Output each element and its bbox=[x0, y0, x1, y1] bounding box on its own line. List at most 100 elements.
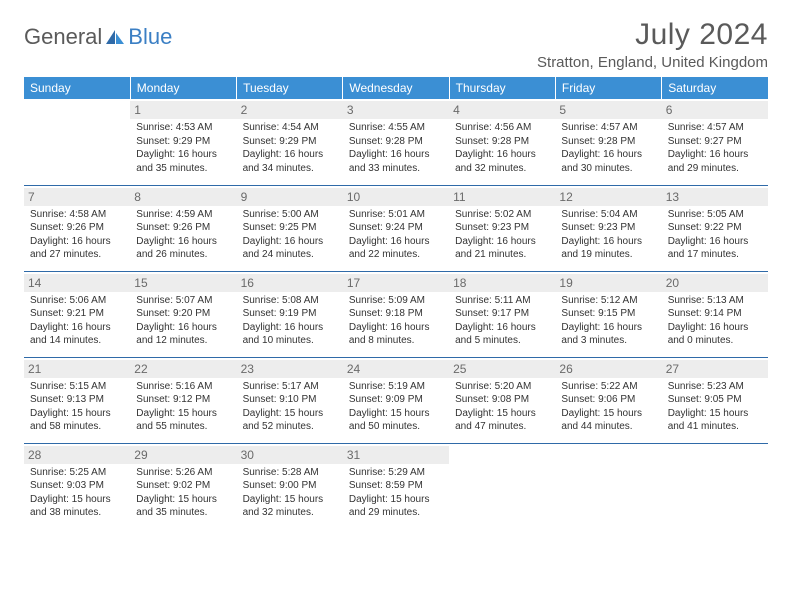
day-number: 13 bbox=[662, 188, 768, 206]
sunrise-text: Sunrise: 5:26 AM bbox=[136, 466, 230, 480]
day-details: Sunrise: 5:12 AMSunset: 9:15 PMDaylight:… bbox=[559, 294, 657, 348]
sunset-text: Sunset: 9:15 PM bbox=[561, 307, 655, 321]
sunrise-text: Sunrise: 5:16 AM bbox=[136, 380, 230, 394]
daylight-text: Daylight: 16 hours and 0 minutes. bbox=[668, 321, 762, 348]
sunset-text: Sunset: 9:05 PM bbox=[668, 393, 762, 407]
day-details: Sunrise: 4:56 AMSunset: 9:28 PMDaylight:… bbox=[453, 121, 551, 175]
day-number: 19 bbox=[555, 274, 661, 292]
location-text: Stratton, England, United Kingdom bbox=[537, 54, 768, 71]
day-number: 20 bbox=[662, 274, 768, 292]
sunset-text: Sunset: 9:02 PM bbox=[136, 479, 230, 493]
daylight-text: Daylight: 15 hours and 35 minutes. bbox=[136, 493, 230, 520]
day-details: Sunrise: 4:53 AMSunset: 9:29 PMDaylight:… bbox=[134, 121, 232, 175]
day-number: 21 bbox=[24, 360, 130, 378]
day-details: Sunrise: 5:02 AMSunset: 9:23 PMDaylight:… bbox=[453, 208, 551, 262]
day-details: Sunrise: 5:09 AMSunset: 9:18 PMDaylight:… bbox=[347, 294, 445, 348]
sunrise-text: Sunrise: 5:29 AM bbox=[349, 466, 443, 480]
sunset-text: Sunset: 9:17 PM bbox=[455, 307, 549, 321]
calendar-day: 13Sunrise: 5:05 AMSunset: 9:22 PMDayligh… bbox=[662, 185, 768, 271]
sunrise-text: Sunrise: 4:58 AM bbox=[30, 208, 124, 222]
sunset-text: Sunset: 9:08 PM bbox=[455, 393, 549, 407]
day-details: Sunrise: 4:57 AMSunset: 9:28 PMDaylight:… bbox=[559, 121, 657, 175]
sunset-text: Sunset: 9:12 PM bbox=[136, 393, 230, 407]
sunrise-text: Sunrise: 5:15 AM bbox=[30, 380, 124, 394]
calendar-day: 14Sunrise: 5:06 AMSunset: 9:21 PMDayligh… bbox=[24, 271, 130, 357]
daylight-text: Daylight: 16 hours and 10 minutes. bbox=[243, 321, 337, 348]
sunset-text: Sunset: 9:00 PM bbox=[243, 479, 337, 493]
sunrise-text: Sunrise: 5:22 AM bbox=[561, 380, 655, 394]
daylight-text: Daylight: 16 hours and 27 minutes. bbox=[30, 235, 124, 262]
day-number: 25 bbox=[449, 360, 555, 378]
day-number: 14 bbox=[24, 274, 130, 292]
daylight-text: Daylight: 16 hours and 5 minutes. bbox=[455, 321, 549, 348]
header: General Blue July 2024 Stratton, England… bbox=[24, 18, 768, 71]
sunset-text: Sunset: 9:28 PM bbox=[455, 135, 549, 149]
day-number: 12 bbox=[555, 188, 661, 206]
sunrise-text: Sunrise: 5:05 AM bbox=[668, 208, 762, 222]
day-number: 31 bbox=[343, 446, 449, 464]
day-details: Sunrise: 5:04 AMSunset: 9:23 PMDaylight:… bbox=[559, 208, 657, 262]
day-details: Sunrise: 5:25 AMSunset: 9:03 PMDaylight:… bbox=[28, 466, 126, 520]
sunrise-text: Sunrise: 5:07 AM bbox=[136, 294, 230, 308]
day-number: 5 bbox=[555, 101, 661, 119]
day-details: Sunrise: 5:07 AMSunset: 9:20 PMDaylight:… bbox=[134, 294, 232, 348]
sunset-text: Sunset: 9:09 PM bbox=[349, 393, 443, 407]
calendar-day: 2Sunrise: 4:54 AMSunset: 9:29 PMDaylight… bbox=[237, 99, 343, 185]
sunset-text: Sunset: 9:03 PM bbox=[30, 479, 124, 493]
sunset-text: Sunset: 9:28 PM bbox=[349, 135, 443, 149]
logo-sail-icon bbox=[104, 28, 126, 46]
daylight-text: Daylight: 15 hours and 55 minutes. bbox=[136, 407, 230, 434]
sunrise-text: Sunrise: 4:55 AM bbox=[349, 121, 443, 135]
sunrise-text: Sunrise: 5:00 AM bbox=[243, 208, 337, 222]
day-number: 10 bbox=[343, 188, 449, 206]
sunrise-text: Sunrise: 5:08 AM bbox=[243, 294, 337, 308]
sunset-text: Sunset: 9:19 PM bbox=[243, 307, 337, 321]
calendar-week: 7Sunrise: 4:58 AMSunset: 9:26 PMDaylight… bbox=[24, 185, 768, 271]
sunset-text: Sunset: 9:23 PM bbox=[455, 221, 549, 235]
daylight-text: Daylight: 15 hours and 52 minutes. bbox=[243, 407, 337, 434]
daylight-text: Daylight: 16 hours and 8 minutes. bbox=[349, 321, 443, 348]
sunset-text: Sunset: 9:24 PM bbox=[349, 221, 443, 235]
sunrise-text: Sunrise: 5:06 AM bbox=[30, 294, 124, 308]
calendar-day: 16Sunrise: 5:08 AMSunset: 9:19 PMDayligh… bbox=[237, 271, 343, 357]
day-details: Sunrise: 5:11 AMSunset: 9:17 PMDaylight:… bbox=[453, 294, 551, 348]
day-details: Sunrise: 5:13 AMSunset: 9:14 PMDaylight:… bbox=[666, 294, 764, 348]
day-details: Sunrise: 5:26 AMSunset: 9:02 PMDaylight:… bbox=[134, 466, 232, 520]
calendar-week: 28 Sunrise: 5:25 AMSunset: 9:03 PMDayligh… bbox=[24, 443, 768, 529]
calendar-day: 22Sunrise: 5:16 AMSunset: 9:12 PMDayligh… bbox=[130, 357, 236, 443]
sunset-text: Sunset: 9:28 PM bbox=[561, 135, 655, 149]
daylight-text: Daylight: 15 hours and 32 minutes. bbox=[243, 493, 337, 520]
calendar-day: 1Sunrise: 4:53 AMSunset: 9:29 PMDaylight… bbox=[130, 99, 236, 185]
calendar-day: 31Sunrise: 5:29 AMSunset: 8:59 PMDayligh… bbox=[343, 443, 449, 529]
day-number: 27 bbox=[662, 360, 768, 378]
daylight-text: Daylight: 16 hours and 33 minutes. bbox=[349, 148, 443, 175]
sunrise-text: Sunrise: 5:01 AM bbox=[349, 208, 443, 222]
calendar-day bbox=[449, 443, 555, 529]
calendar-week: 21Sunrise: 5:15 AMSunset: 9:13 PMDayligh… bbox=[24, 357, 768, 443]
day-number: 3 bbox=[343, 101, 449, 119]
day-number: 7 bbox=[24, 188, 130, 206]
logo: General Blue bbox=[24, 18, 172, 50]
calendar-day: 15Sunrise: 5:07 AMSunset: 9:20 PMDayligh… bbox=[130, 271, 236, 357]
calendar-day: 19 Sunrise: 5:12 AMSunset: 9:15 PMDayligh… bbox=[555, 271, 661, 357]
calendar-day: 23Sunrise: 5:17 AMSunset: 9:10 PMDayligh… bbox=[237, 357, 343, 443]
daylight-text: Daylight: 16 hours and 24 minutes. bbox=[243, 235, 337, 262]
sunrise-text: Sunrise: 4:57 AM bbox=[668, 121, 762, 135]
calendar-table: SundayMondayTuesdayWednesdayThursdayFrid… bbox=[24, 77, 768, 529]
calendar-day: 9Sunrise: 5:00 AMSunset: 9:25 PMDaylight… bbox=[237, 185, 343, 271]
sunrise-text: Sunrise: 5:04 AM bbox=[561, 208, 655, 222]
calendar-day: 24Sunrise: 5:19 AMSunset: 9:09 PMDayligh… bbox=[343, 357, 449, 443]
sunrise-text: Sunrise: 5:13 AM bbox=[668, 294, 762, 308]
weekday-header: Friday bbox=[555, 77, 661, 99]
day-number: 28 bbox=[24, 446, 130, 464]
calendar-day bbox=[24, 99, 130, 185]
logo-text-general: General bbox=[24, 24, 102, 50]
sunrise-text: Sunrise: 5:09 AM bbox=[349, 294, 443, 308]
calendar-day: 7Sunrise: 4:58 AMSunset: 9:26 PMDaylight… bbox=[24, 185, 130, 271]
day-number: 30 bbox=[237, 446, 343, 464]
sunset-text: Sunset: 9:10 PM bbox=[243, 393, 337, 407]
calendar-day: 25Sunrise: 5:20 AMSunset: 9:08 PMDayligh… bbox=[449, 357, 555, 443]
day-number: 11 bbox=[449, 188, 555, 206]
calendar-day: 12 Sunrise: 5:04 AMSunset: 9:23 PMDayligh… bbox=[555, 185, 661, 271]
day-details: Sunrise: 5:08 AMSunset: 9:19 PMDaylight:… bbox=[241, 294, 339, 348]
